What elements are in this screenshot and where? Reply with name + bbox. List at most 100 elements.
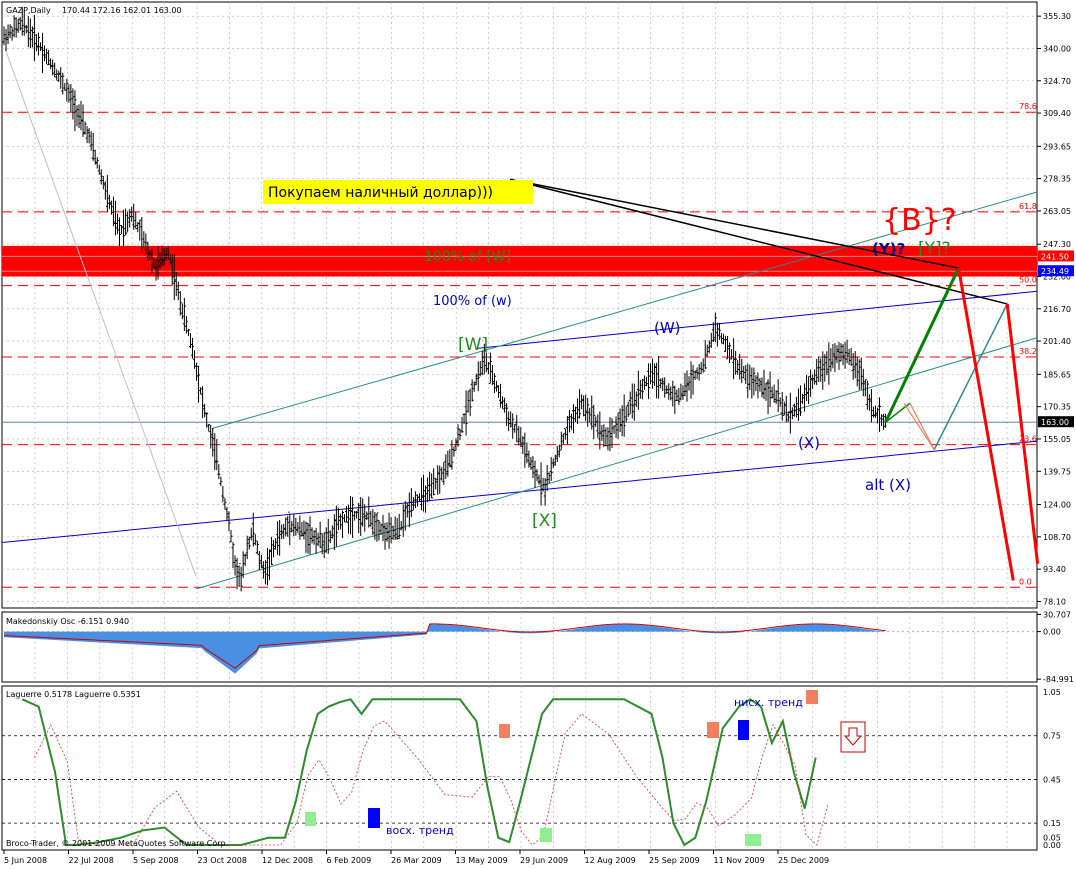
x-tick-label: 11 Nov 2009 [714, 856, 765, 865]
salmon-alt-leg [903, 402, 935, 450]
marker-blue-down [738, 720, 749, 740]
fib-level-label: 38.2 [1019, 347, 1037, 356]
y-tick-label: 324.70 [1043, 77, 1071, 86]
laguerre-tick-label: 0.05 [1043, 834, 1061, 843]
price-tag-label: 241.50 [1041, 252, 1069, 261]
marker-green-2 [540, 828, 552, 842]
y-tick-label: 216.70 [1043, 305, 1071, 314]
chart-symbol-label: GAZP,Daily [6, 6, 51, 15]
label-100-w-bracket: 100% of [W] [424, 249, 511, 265]
y-tick-label: 93.40 [1043, 565, 1066, 574]
marker-blue-up [368, 808, 380, 828]
y-tick-label: 309.40 [1043, 109, 1071, 118]
marker-salmon-2 [707, 722, 719, 738]
wave-label-alt-X: alt (X) [865, 476, 911, 494]
wave-label-Y-bracket: [Y]? [918, 239, 951, 259]
fib-level-label: 78.6 [1019, 102, 1037, 111]
y-tick-label: 185.65 [1043, 370, 1071, 379]
time-axis: 5 Jun 2008 22 Jul 2008 5 Sep 2008 23 Oct 20… [3, 850, 829, 865]
marker-green-3 [745, 834, 761, 846]
fibonacci-levels: 78.6 61.8 50.0 38.2 23.6 0.0 [2, 102, 1037, 588]
price-tag-box [1038, 265, 1074, 277]
fib-level-label: 23.6 [1019, 435, 1037, 444]
red-down-projection-2 [1005, 303, 1040, 564]
y-tick-label: 155.05 [1043, 435, 1071, 444]
laguerre-tick-label: 0.45 [1043, 775, 1061, 784]
oscillator-title: Makedonskiy Osc -6.151 0.940 [6, 617, 129, 626]
wave-label-B: {B}? [882, 203, 957, 238]
fib-level-label: 61.8 [1019, 202, 1037, 211]
diagonal-gray-line [4, 48, 197, 577]
copyright-text: Broco-Trader, © 2001-2009 MetaQuotes Sof… [6, 839, 228, 848]
marker-green-1 [305, 812, 316, 826]
oscillator-series: 30.707 0.00 -84.991 [2, 610, 1074, 684]
fib-level-label: 0.0 [1019, 577, 1032, 586]
price-tag-label: 234.49 [1041, 267, 1069, 276]
black-line-to-alt-target [509, 178, 1008, 305]
price-tag-label: 163.00 [1041, 418, 1069, 427]
y-tick-label: 247.30 [1043, 240, 1071, 249]
x-tick-label: 5 Jun 2008 [4, 856, 47, 865]
osc-tick-label: 0.00 [1043, 628, 1061, 637]
y-tick-label: 78.10 [1043, 597, 1066, 606]
y-tick-label: 278.35 [1043, 175, 1071, 184]
x-tick-label: 6 Feb 2009 [327, 856, 372, 865]
laguerre-tick-label: 0.75 [1043, 732, 1061, 741]
x-tick-label: 5 Sep 2008 [133, 856, 179, 865]
x-tick-label: 29 Jun 2009 [520, 856, 568, 865]
price-tag-box [1038, 250, 1074, 262]
marker-salmon-1 [499, 724, 510, 738]
label-100-w-paren: 100% of (w) [433, 294, 512, 309]
laguerre-series: 1.05 0.75 0.45 0.15 0.050.00 [2, 688, 1061, 850]
x-tick-label: 23 Oct 2008 [198, 856, 247, 865]
x-tick-label: 12 Aug 2009 [585, 856, 636, 865]
marker-salmon-3 [806, 690, 818, 704]
channel-teal-lower [195, 337, 1038, 590]
green-projection [884, 267, 960, 423]
price-panel-frame [1, 1, 1038, 609]
price-axis: 355.30 340.00 324.70 309.40 293.65 278.35 263.… [1037, 12, 1074, 606]
wave-label-W-paren: (W) [654, 319, 681, 337]
x-tick-label: 25 Sep 2009 [649, 856, 700, 865]
channel-teal-upper [211, 191, 1038, 430]
chart-ohlc-readout: 170.44 172.16 162.01 163.00 [62, 6, 182, 15]
y-tick-label: 355.30 [1043, 12, 1071, 21]
oscillator-panel-frame [1, 611, 1038, 683]
x-tick-label: 26 Mar 2009 [391, 856, 442, 865]
label-uptrend: восх. тренд [386, 824, 454, 837]
laguerre-title: Laguerre 0.5178 Laguerre 0.5351 [6, 690, 141, 699]
down-arrow-icon [840, 721, 866, 753]
price-bars [2, 7, 888, 592]
y-tick-label: 263.05 [1043, 207, 1071, 216]
laguerre-tick-label: 0.15 [1043, 819, 1061, 828]
fib-level-label: 50.0 [1019, 276, 1037, 285]
laguerre-tick-label: 0.00 [1043, 841, 1061, 850]
x-tick-label: 25 Dec 2009 [778, 856, 829, 865]
osc-tick-label: -84.991 [1043, 675, 1074, 684]
y-tick-label: 108.70 [1043, 533, 1071, 542]
note-buy-dollar: Покупаем наличный доллар))) [268, 185, 493, 201]
wave-label-W-bracket: [W] [458, 335, 488, 355]
label-downtrend: нисх. тренд [734, 696, 803, 709]
y-tick-label: 139.75 [1043, 467, 1071, 476]
wave-label-Y-paren: (Y)? [872, 240, 905, 258]
x-tick-label: 22 Jul 2008 [69, 856, 114, 865]
y-tick-label: 340.00 [1043, 44, 1071, 53]
yellow-note-box [263, 180, 533, 204]
wave-projection-lines [509, 178, 1040, 581]
x-tick-label: 13 May 2009 [456, 856, 508, 865]
price-tag-box [1038, 416, 1074, 428]
teal-alt-projection [933, 303, 1008, 450]
y-tick-label: 232.00 [1043, 272, 1071, 281]
laguerre-main-line [21, 698, 817, 847]
y-tick-label: 170.35 [1043, 403, 1071, 412]
salmon-alt-leg [909, 402, 935, 450]
wave-label-X-paren: (X) [798, 434, 820, 452]
y-tick-label: 124.00 [1043, 501, 1071, 510]
wave-label-X-bracket: [X] [532, 511, 557, 531]
red-down-projection-1 [957, 267, 1015, 581]
y-tick-label: 201.40 [1043, 337, 1071, 346]
osc-tick-label: 30.707 [1043, 610, 1071, 619]
laguerre-tick-label: 1.05 [1043, 688, 1061, 697]
